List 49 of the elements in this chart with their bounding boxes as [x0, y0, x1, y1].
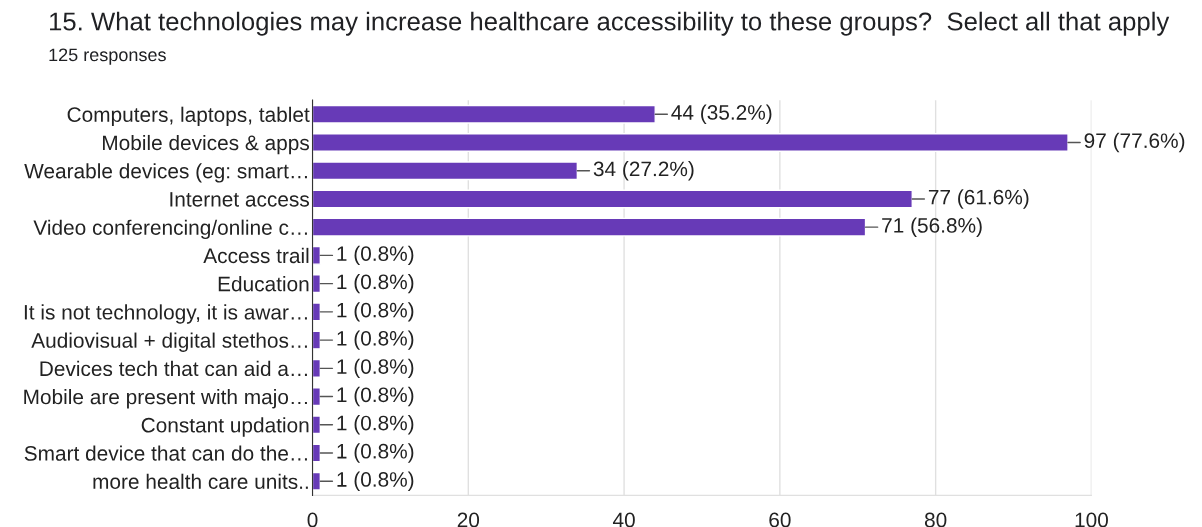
data-label: 1 (0.8%)	[337, 443, 414, 463]
bar	[312, 302, 322, 322]
y-tick-label: Smart device that can do the…	[24, 445, 307, 461]
y-tick-label: Access trail	[203, 247, 309, 264]
bar	[312, 387, 322, 407]
y-tick-label: Education	[218, 276, 309, 292]
x-tick-label: 60	[769, 512, 791, 527]
bar	[312, 415, 322, 435]
data-label: 71 (56.8%)	[882, 217, 982, 237]
data-label: 1 (0.8%)	[337, 273, 414, 294]
y-tick-label: It is not technology, it is awar…	[24, 304, 307, 324]
data-label: 34 (27.2%)	[593, 161, 694, 181]
y-tick-label: Internet access	[170, 192, 309, 207]
bar	[312, 189, 913, 209]
chart-title: 15. What technologies may increase healthcare accessibility to these groups? Select all that apply	[50, 11, 1170, 36]
y-tick-label: Audiovisual + digital stethos…	[31, 332, 307, 352]
data-label: 77 (61.6%)	[928, 189, 1029, 209]
x-tick-label: 80	[924, 512, 947, 527]
bar	[312, 217, 867, 237]
data-label: 97 (77.6%)	[1084, 132, 1185, 153]
text: 125 responses	[49, 48, 166, 65]
y-tick-label: Computers, laptops, tablet	[67, 106, 310, 127]
data-label: 1 (0.8%)	[337, 415, 414, 435]
y-tick-label: Mobile devices & apps	[103, 134, 309, 155]
data-label: 1 (0.8%)	[337, 358, 414, 379]
y-tick-label: Video conferencing/online c…	[33, 219, 307, 240]
data-label: 1 (0.8%)	[337, 471, 414, 491]
data-label: 44 (35.2%)	[671, 104, 772, 124]
y-tick-label: Devices tech that can aid a…	[40, 360, 307, 377]
x-tick-label: 0	[307, 512, 318, 527]
bar	[312, 330, 322, 350]
bar	[312, 471, 322, 491]
y-tick-label: Wearable devices (eg: smart…	[24, 163, 307, 183]
data-label: 1 (0.8%)	[337, 386, 414, 407]
y-tick-label: Mobile are present with majo…	[24, 389, 307, 409]
bar	[312, 245, 322, 265]
bar	[312, 358, 322, 378]
x-tick-label: 20	[457, 512, 480, 527]
bar	[312, 161, 579, 181]
data-label: 1 (0.8%)	[337, 330, 414, 350]
x-tick-label: 100	[1075, 512, 1108, 527]
data-label: 1 (0.8%)	[337, 245, 414, 266]
y-tick-label: more health care units..	[93, 473, 308, 490]
data-label: 1 (0.8%)	[337, 302, 414, 322]
x-tick-label: 40	[612, 512, 635, 527]
bar	[312, 133, 1069, 152]
bar	[312, 274, 322, 294]
y-tick-label: Constant updation	[141, 417, 309, 437]
bar	[312, 104, 656, 124]
